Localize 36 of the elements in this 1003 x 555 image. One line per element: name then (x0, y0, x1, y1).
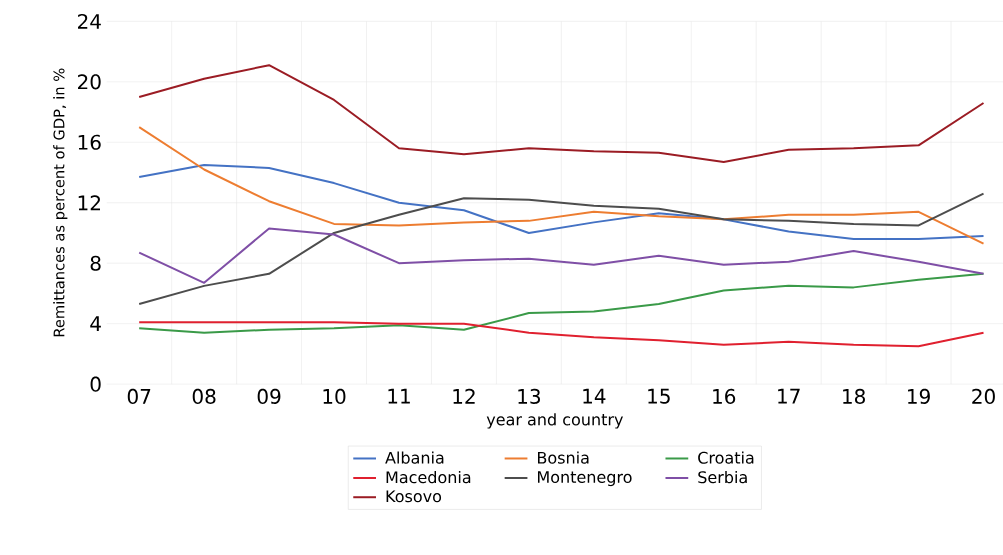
y-tick-label: 8 (90, 255, 101, 271)
line-series (138, 192, 985, 306)
x-tick-label: 09 (257, 388, 281, 405)
y-axis-title: Remittances as percent of GDP, in % (53, 68, 68, 337)
x-tick-label: 16 (713, 388, 736, 405)
y-tick-label: 4 (90, 316, 101, 332)
x-tick-label: 07 (127, 388, 151, 405)
x-tick-label: 14 (583, 388, 606, 404)
x-tick-label: 15 (648, 388, 670, 404)
legend-label: Montenegro (537, 471, 632, 487)
line-series (138, 227, 985, 284)
x-tick-label: 12 (453, 388, 475, 404)
y-tick-label: 24 (78, 13, 101, 29)
x-tick-label: 19 (908, 388, 930, 405)
legend-label: Bosnia (537, 451, 589, 464)
legend-label: Macedonia (386, 470, 471, 484)
line-series (138, 164, 985, 241)
x-axis-title: year and country (486, 413, 623, 429)
y-tick-label: 0 (90, 376, 101, 392)
x-tick-label: 13 (518, 388, 540, 405)
legend-label: Kosovo (386, 490, 442, 503)
y-tick-label: 16 (78, 134, 101, 150)
x-tick-label: 18 (843, 388, 865, 405)
legend-label: Albania (385, 451, 444, 464)
x-tick-label: 17 (778, 388, 800, 404)
x-tick-label: 11 (388, 388, 410, 404)
line-series (138, 64, 985, 163)
y-tick-label: 12 (78, 195, 100, 211)
x-tick-label: 20 (972, 388, 995, 405)
x-tick-label: 08 (192, 388, 216, 405)
legend-label: Serbia (698, 470, 747, 484)
legend-label: Croatia (698, 451, 754, 464)
line-series (138, 126, 985, 245)
y-tick-label: 20 (78, 74, 101, 90)
line-series (138, 272, 985, 334)
x-tick-label: 10 (323, 388, 346, 405)
